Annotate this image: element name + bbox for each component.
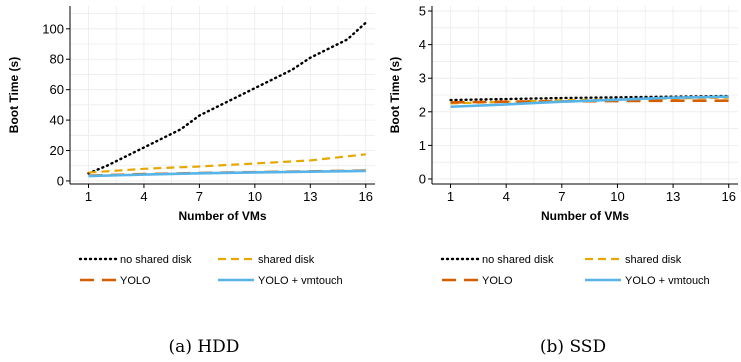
x-axis-title: Number of VMs [541, 209, 629, 223]
x-tick-label: 10 [248, 189, 262, 204]
y-tick-label: 60 [50, 82, 64, 97]
series-line-1 [87, 21, 367, 175]
x-tick-label: 7 [558, 189, 565, 204]
y-tick-label: 4 [419, 37, 426, 52]
x-tick-label: 13 [303, 189, 317, 204]
x-tick-label: 1 [447, 189, 454, 204]
chart-caption: (b) SSD [540, 337, 606, 357]
legend: no shared disk shared disk YOLO YOLO + vmto… [78, 254, 343, 287]
legend-label: shared disk [625, 254, 682, 266]
series-line-2 [88, 153, 366, 174]
y-tick-label: 20 [50, 143, 64, 158]
y-tick-label: 100 [42, 21, 64, 36]
series-line-4 [88, 169, 366, 178]
legend: no shared disk shared disk YOLO YOLO + vmto… [440, 254, 710, 287]
x-tick-label: 4 [140, 189, 147, 204]
y-tick-label: 40 [50, 113, 64, 128]
gridlines [432, 6, 738, 184]
series-group [87, 21, 367, 178]
y-axis-title: Boot Time (s) [388, 57, 402, 133]
y-tick-label: 3 [419, 71, 426, 86]
x-tick-label: 10 [610, 189, 624, 204]
legend-label: YOLO + vmtouch [625, 275, 710, 287]
series-line-4 [450, 95, 729, 109]
legend-label: YOLO [482, 275, 513, 287]
legend-label: shared disk [258, 254, 315, 266]
x-tick-label: 1 [85, 189, 92, 204]
legend-label: YOLO + vmtouch [258, 275, 343, 287]
chart-caption: (a) HDD [169, 337, 240, 357]
x-tick-label: 16 [359, 189, 373, 204]
series-group [449, 94, 730, 109]
chart-2: 1 4 7 10 13 16 0 1 2 3 4 5 Number of VMs Boot Time (s… [388, 4, 738, 357]
legend-label: no shared disk [120, 254, 192, 266]
y-tick-label: 0 [419, 171, 426, 186]
y-tick-label: 5 [419, 4, 426, 19]
legend-label: no shared disk [482, 254, 554, 266]
x-tick-label: 4 [503, 189, 510, 204]
x-tick-label: 13 [666, 189, 680, 204]
y-tick-label: 80 [50, 52, 64, 67]
x-tick-label: 7 [196, 189, 203, 204]
y-tick-label: 1 [419, 138, 426, 153]
y-axis-title: Boot Time (s) [7, 57, 21, 133]
legend-label: YOLO [120, 275, 151, 287]
y-tick-label: 0 [57, 173, 64, 188]
x-tick-label: 16 [721, 189, 735, 204]
y-tick-label: 2 [419, 104, 426, 119]
chart-1: 1 4 7 10 13 16 0 20 40 60 80 100 Number of VMs Boot T… [7, 6, 375, 357]
x-axis-title: Number of VMs [178, 209, 266, 223]
